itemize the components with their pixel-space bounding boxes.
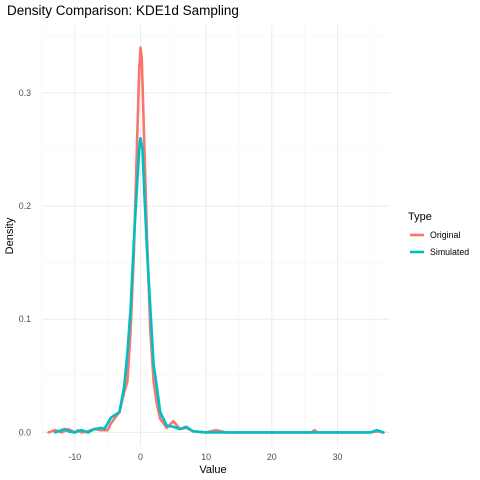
series-lines bbox=[47, 46, 385, 434]
y-tick-label: 0.3 bbox=[19, 88, 31, 98]
legend: Type Original Simulated bbox=[408, 211, 469, 257]
y-axis-ticks: 0.0 0.1 0.2 0.3 bbox=[19, 88, 31, 438]
x-axis-title: Value bbox=[199, 464, 226, 476]
y-tick-label: 0.2 bbox=[19, 201, 31, 211]
legend-label-original: Original bbox=[430, 230, 460, 240]
x-tick-label: 30 bbox=[333, 452, 343, 462]
x-tick-label: 10 bbox=[201, 452, 211, 462]
chart-title: Density Comparison: KDE1d Sampling bbox=[7, 3, 239, 18]
legend-title: Type bbox=[408, 211, 432, 223]
x-tick-label: 0 bbox=[138, 452, 143, 462]
y-axis-title: Density bbox=[4, 217, 16, 254]
y-tick-label: 0.0 bbox=[19, 427, 31, 437]
x-tick-label: 20 bbox=[267, 452, 277, 462]
y-tick-label: 0.1 bbox=[19, 314, 31, 324]
legend-label-simulated: Simulated bbox=[430, 247, 469, 257]
x-axis-ticks: -10 0 10 20 30 bbox=[68, 452, 342, 462]
x-tick-label: -10 bbox=[68, 452, 81, 462]
series-line-original bbox=[47, 46, 385, 434]
grid bbox=[41, 25, 390, 446]
series-line-simulated bbox=[53, 136, 385, 434]
